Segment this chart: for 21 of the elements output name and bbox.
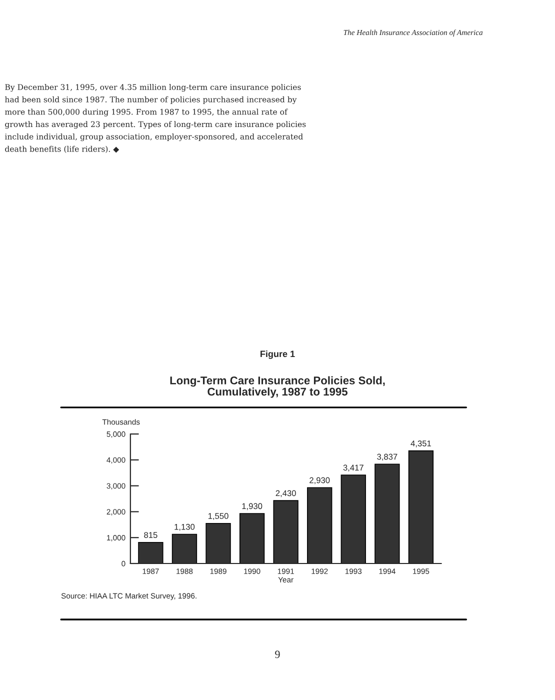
bar <box>307 487 332 564</box>
data-label: 2,930 <box>310 477 330 484</box>
data-label: 815 <box>144 532 158 538</box>
bar <box>374 464 400 564</box>
data-label: 1,930 <box>242 503 262 510</box>
data-label: 1,130 <box>174 524 195 531</box>
chart-title: Figure 1 <box>260 350 295 359</box>
bar <box>273 500 298 564</box>
chart-subtitle: Long-Term Care Insurance Policies Sold, Cumulatively, 1987 to 1995 <box>170 376 385 398</box>
bar <box>172 534 198 564</box>
data-label: 4,351 <box>410 440 431 448</box>
bar <box>206 522 231 564</box>
text: 9 <box>275 650 280 658</box>
bar <box>239 513 265 564</box>
bar <box>138 542 164 564</box>
bar <box>340 474 366 564</box>
bar <box>408 450 434 564</box>
data-label: 3,417 <box>343 464 364 472</box>
data-label: 2,430 <box>276 490 296 498</box>
data-label: 1,550 <box>208 513 228 520</box>
data-label: 3,837 <box>377 454 398 461</box>
